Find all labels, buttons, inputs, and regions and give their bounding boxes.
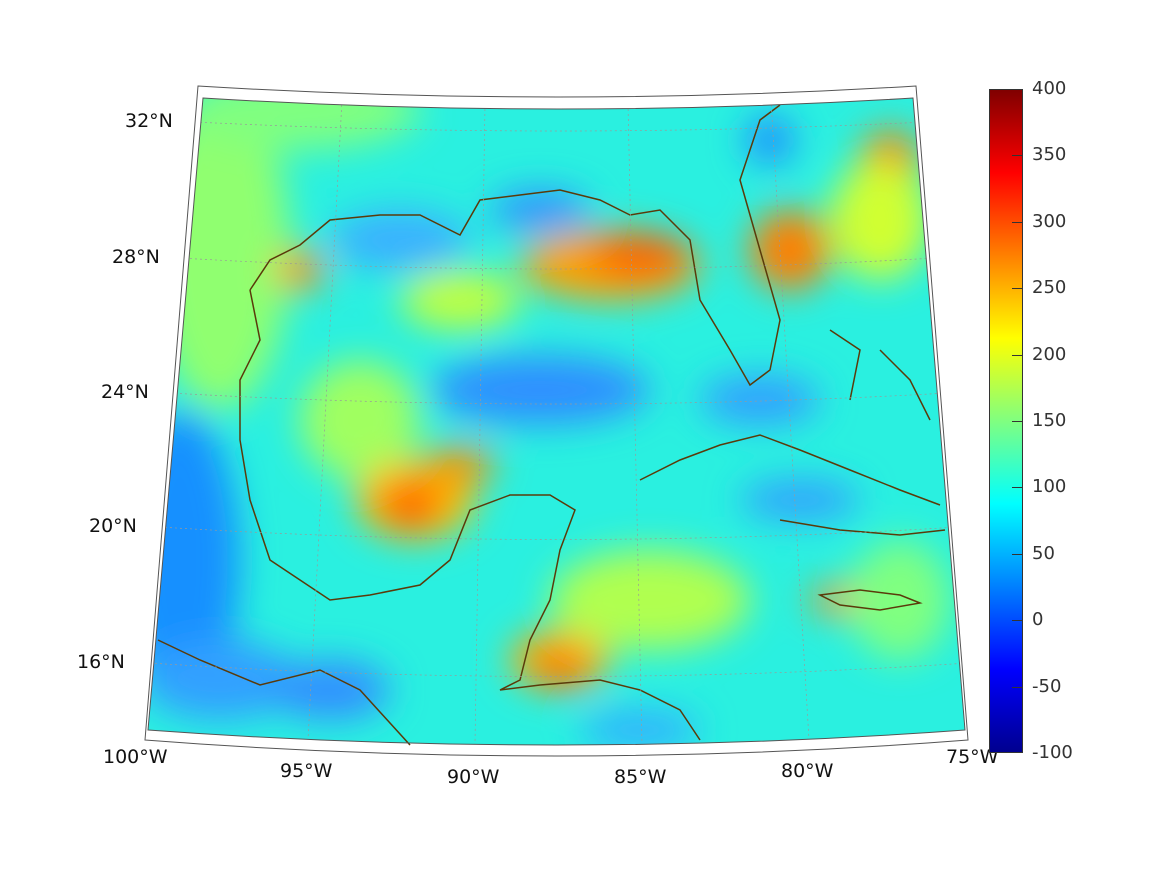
colorbar-tick-label: 200 [1032, 343, 1067, 365]
data-field [148, 98, 965, 745]
coastlines [157, 104, 946, 746]
lon-label: 80°W [781, 760, 834, 782]
colorbar-tick-label: 400 [1032, 78, 1067, 99]
lat-label: 28°N [112, 246, 160, 268]
colorbar-tick-label: -100 [1032, 742, 1073, 763]
lon-label: 90°W [447, 766, 500, 788]
colorbar-tick-label: 50 [1032, 542, 1055, 564]
colorbar-tick-label: 0 [1032, 609, 1044, 631]
lon-label: 100°W [103, 746, 168, 768]
colorbar-tick-label: -50 [1032, 675, 1062, 697]
lon-label: 85°W [614, 766, 667, 788]
colorbar-tick-label: 150 [1032, 410, 1067, 431]
lon-label: 75°W [946, 746, 999, 768]
lat-label: 20°N [89, 515, 137, 537]
colorbar-tick [1012, 288, 1022, 290]
colorbar-tick-label: 300 [1032, 210, 1067, 232]
lat-label: 32°N [125, 110, 173, 132]
colorbar-tick-label: 250 [1032, 277, 1067, 299]
colorbar-tick [1012, 620, 1022, 622]
lat-label: 24°N [101, 381, 149, 403]
colorbar-tick [1012, 686, 1022, 688]
colorbar-tick [1012, 487, 1022, 489]
colorbar-tick [1012, 553, 1022, 555]
colorbar-tick [1012, 221, 1022, 223]
lon-label: 95°W [280, 760, 333, 782]
colorbar-tick [1012, 421, 1022, 422]
colorbar-tick [1012, 354, 1022, 356]
colorbar-tick [1012, 155, 1022, 157]
map-frame [144, 85, 969, 757]
lat-label: 16°N [77, 651, 125, 673]
colorbar-tick-label: 350 [1032, 144, 1067, 166]
graticule [149, 99, 965, 745]
colorbar-tick-label: 100 [1032, 476, 1067, 498]
